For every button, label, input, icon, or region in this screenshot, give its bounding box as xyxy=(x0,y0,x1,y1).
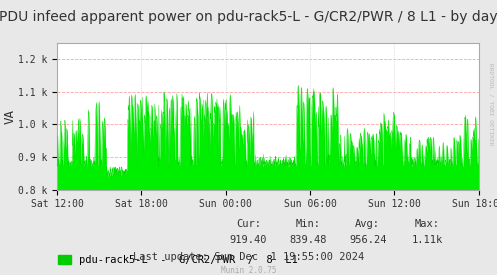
Text: PDU infeed apparent power on pdu-rack5-L - G/CR2/PWR / 8 L1 - by day: PDU infeed apparent power on pdu-rack5-L… xyxy=(0,10,497,24)
Text: 919.40: 919.40 xyxy=(230,235,267,245)
Text: 1.11k: 1.11k xyxy=(412,235,443,245)
Text: 839.48: 839.48 xyxy=(289,235,327,245)
Text: Last update: Sun Dec  1 19:55:00 2024: Last update: Sun Dec 1 19:55:00 2024 xyxy=(133,252,364,262)
Text: Max:: Max: xyxy=(415,219,440,229)
Text: Avg:: Avg: xyxy=(355,219,380,229)
Text: Cur:: Cur: xyxy=(236,219,261,229)
Text: Munin 2.0.75: Munin 2.0.75 xyxy=(221,266,276,275)
Y-axis label: VA: VA xyxy=(3,109,17,124)
Text: Min:: Min: xyxy=(296,219,321,229)
Text: RRDTOOL / TOBI OETIKER: RRDTOOL / TOBI OETIKER xyxy=(489,63,494,146)
Text: 956.24: 956.24 xyxy=(349,235,387,245)
Legend: pdu-rack5-L  -  G/CR2/PWR  /  8  L1: pdu-rack5-L - G/CR2/PWR / 8 L1 xyxy=(54,251,302,269)
